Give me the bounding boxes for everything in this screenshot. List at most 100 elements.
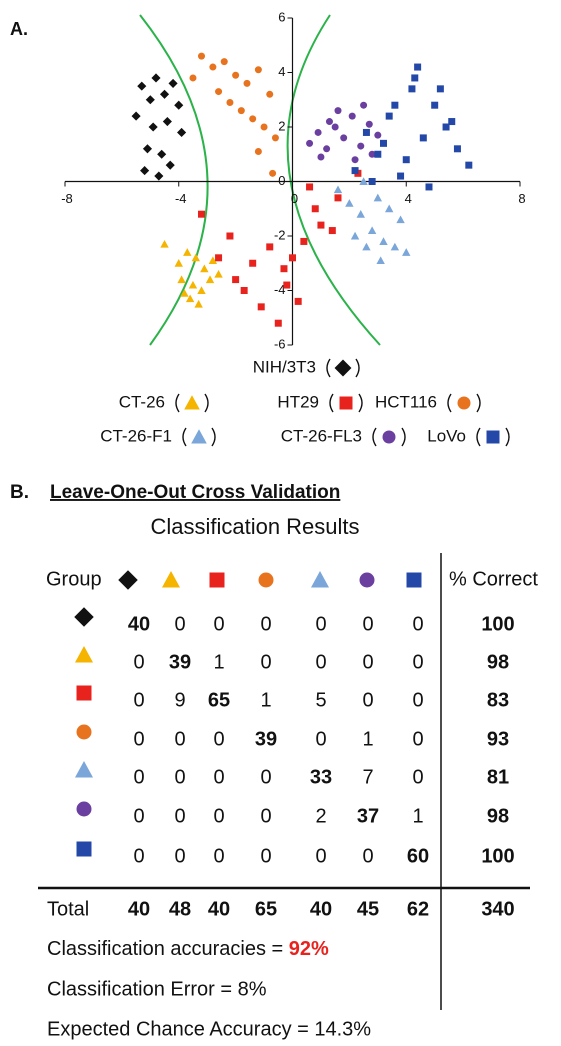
group-icon	[118, 570, 138, 590]
legend-label: LoVo	[427, 426, 466, 445]
point	[200, 264, 209, 273]
note: Expected Chance Accuracy = 14.3%	[47, 1018, 371, 1040]
point	[368, 150, 376, 158]
legend-label: NIH/3T3	[253, 357, 316, 376]
count-cell: 0	[174, 845, 185, 867]
point	[148, 122, 158, 132]
legend-paren	[211, 427, 216, 447]
count-cell: 7	[362, 766, 373, 788]
count-cell: 39	[169, 651, 191, 673]
point	[249, 259, 257, 267]
count-cell: 0	[315, 728, 326, 750]
count-cell: 33	[310, 766, 332, 788]
point	[391, 101, 399, 109]
row-icon	[76, 841, 92, 857]
point	[243, 79, 251, 87]
point	[306, 139, 314, 147]
count-cell: 0	[362, 651, 373, 673]
point	[334, 194, 342, 202]
group-icon	[406, 572, 422, 588]
scatter-plot: -8 -4 0 4 8 -6 -4 -2 0 2 4 6	[61, 9, 525, 351]
count-cell: 0	[315, 613, 326, 635]
point	[402, 248, 411, 256]
point	[174, 259, 183, 267]
total-cell: 40	[310, 898, 332, 920]
point	[208, 256, 218, 265]
point	[314, 128, 322, 136]
x-tick-label: 8	[518, 191, 525, 206]
point	[350, 231, 360, 240]
point	[359, 177, 368, 185]
point	[436, 85, 444, 93]
row-icon	[76, 724, 92, 740]
count-cell: 1	[213, 651, 224, 673]
point	[131, 111, 141, 121]
point	[254, 148, 262, 156]
point	[198, 210, 205, 218]
point	[300, 237, 308, 245]
group-icon	[359, 572, 375, 588]
count-cell: 0	[174, 766, 185, 788]
count-cell: 0	[213, 728, 224, 750]
point	[249, 115, 257, 123]
total-cell: 48	[169, 898, 191, 920]
point	[374, 150, 382, 158]
point	[431, 101, 439, 109]
x-tick-label: 4	[405, 191, 412, 206]
y-tick-label: 2	[278, 118, 285, 133]
point	[151, 73, 161, 83]
point	[333, 185, 343, 194]
legend-symbol	[486, 430, 500, 444]
point	[177, 275, 186, 284]
count-cell: 1	[260, 689, 271, 711]
count-cell: 0	[133, 728, 144, 750]
point	[185, 294, 195, 303]
count-cell: 0	[213, 766, 224, 788]
count-cell: 1	[362, 728, 373, 750]
point	[323, 145, 331, 153]
x-tick-label: -4	[175, 191, 187, 206]
point	[209, 63, 217, 71]
point	[373, 193, 383, 202]
count-cell: 0	[213, 805, 224, 827]
point	[368, 178, 376, 185]
count-cell: 9	[174, 689, 185, 711]
group-icon	[162, 571, 180, 588]
group-icon	[209, 572, 225, 588]
count-cell: 0	[133, 689, 144, 711]
note: Classification Error = 8%	[47, 978, 267, 1000]
total-label: Total	[47, 898, 89, 920]
count-cell: 60	[407, 845, 429, 867]
count-cell: 2	[315, 805, 326, 827]
point	[294, 297, 302, 305]
legend-paren	[326, 358, 331, 378]
point	[240, 287, 248, 294]
legend-paren	[355, 358, 360, 378]
point	[266, 243, 274, 251]
point	[157, 149, 167, 159]
point	[374, 131, 382, 139]
legend-symbol	[184, 395, 200, 410]
point	[317, 221, 325, 229]
legend-label: HT29	[277, 392, 319, 411]
point	[220, 58, 228, 66]
count-cell: 0	[362, 845, 373, 867]
percent-cell: 93	[487, 728, 509, 750]
point	[453, 145, 461, 153]
point	[174, 100, 184, 110]
point	[183, 248, 192, 256]
point	[396, 215, 405, 224]
point	[317, 153, 325, 161]
point	[194, 299, 203, 308]
point	[390, 242, 400, 251]
count-cell: 0	[260, 845, 271, 867]
point	[165, 160, 175, 170]
count-cell: 0	[260, 766, 271, 788]
percent-cell: 100	[481, 845, 514, 867]
legend-paren	[372, 427, 377, 447]
y-tick-label: -2	[274, 227, 286, 242]
percent-cell: 98	[487, 651, 509, 673]
point	[311, 205, 319, 213]
point	[142, 144, 153, 154]
